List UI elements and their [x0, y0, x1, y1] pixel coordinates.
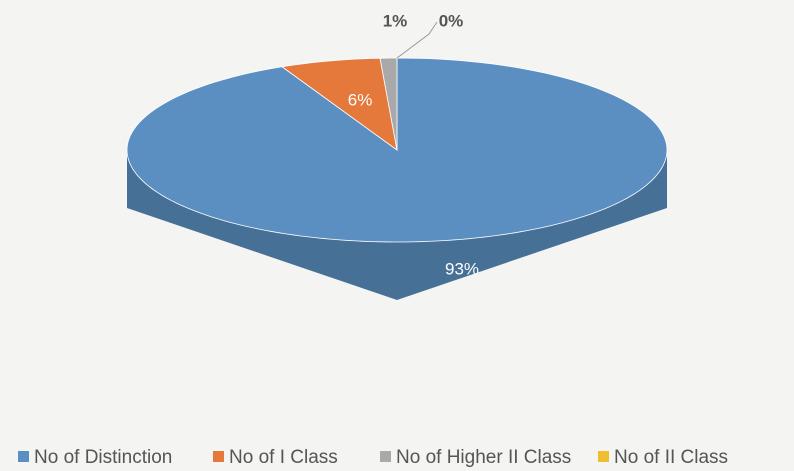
legend-label: No of Higher II Class [396, 447, 571, 468]
slice [379, 57, 398, 151]
data-label: 6% [348, 90, 373, 109]
legend-label: No of II Class [614, 447, 728, 468]
legend-swatch [598, 451, 609, 462]
data-label: 1% [383, 11, 408, 30]
legend-label: No of Distinction [34, 447, 172, 468]
legend-label: No of I Class [229, 447, 338, 468]
legend-swatch [213, 451, 224, 462]
legend-swatch [380, 451, 391, 462]
slice-side [127, 150, 667, 300]
legend-swatch [18, 451, 29, 462]
data-label: 0% [439, 11, 464, 30]
leader-line [396, 21, 438, 59]
slice [281, 57, 398, 151]
data-label: 93% [445, 259, 479, 278]
